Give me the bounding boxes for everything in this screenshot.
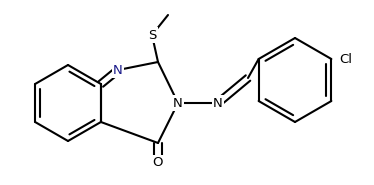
Text: Cl: Cl	[339, 53, 352, 65]
Text: N: N	[173, 97, 183, 110]
Text: N: N	[113, 63, 123, 77]
Text: N: N	[213, 97, 223, 110]
Text: O: O	[153, 157, 163, 169]
Text: S: S	[148, 28, 156, 41]
